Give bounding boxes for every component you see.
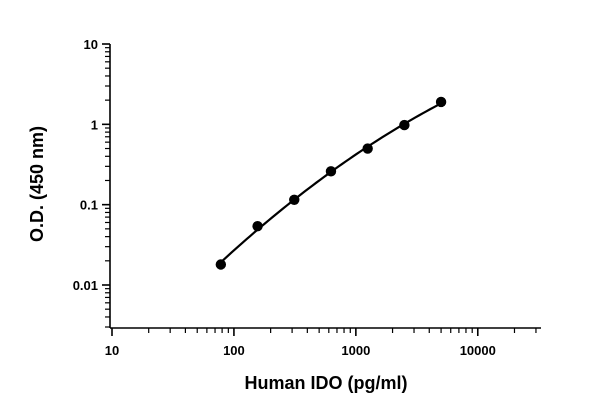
y-tick-label: 0.1: [80, 198, 98, 213]
y-axis-title: O.D. (450 nm): [27, 126, 47, 242]
plot-area: [215, 96, 447, 270]
y-tick-label: 10: [84, 37, 98, 52]
x-tick-label: 100: [223, 343, 245, 358]
y-axis-ticks: 10 1 0.1 0.01: [73, 37, 110, 328]
x-tick-label: 1000: [341, 343, 370, 358]
x-tick-label: 10: [105, 343, 119, 358]
x-axis-ticks: 10 100 1000 10000: [105, 328, 537, 358]
x-axis-title: Human IDO (pg/ml): [245, 373, 408, 393]
data-point: [362, 143, 373, 154]
data-point: [252, 220, 263, 232]
data-point: [399, 119, 410, 131]
data-point: [325, 166, 337, 177]
x-tick-label: 10000: [460, 343, 496, 358]
data-point: [215, 259, 227, 270]
y-tick-label: 1: [91, 117, 98, 132]
data-point: [435, 96, 447, 108]
axes: [109, 44, 541, 329]
y-tick-label: 0.01: [73, 278, 98, 293]
data-point: [289, 194, 300, 205]
